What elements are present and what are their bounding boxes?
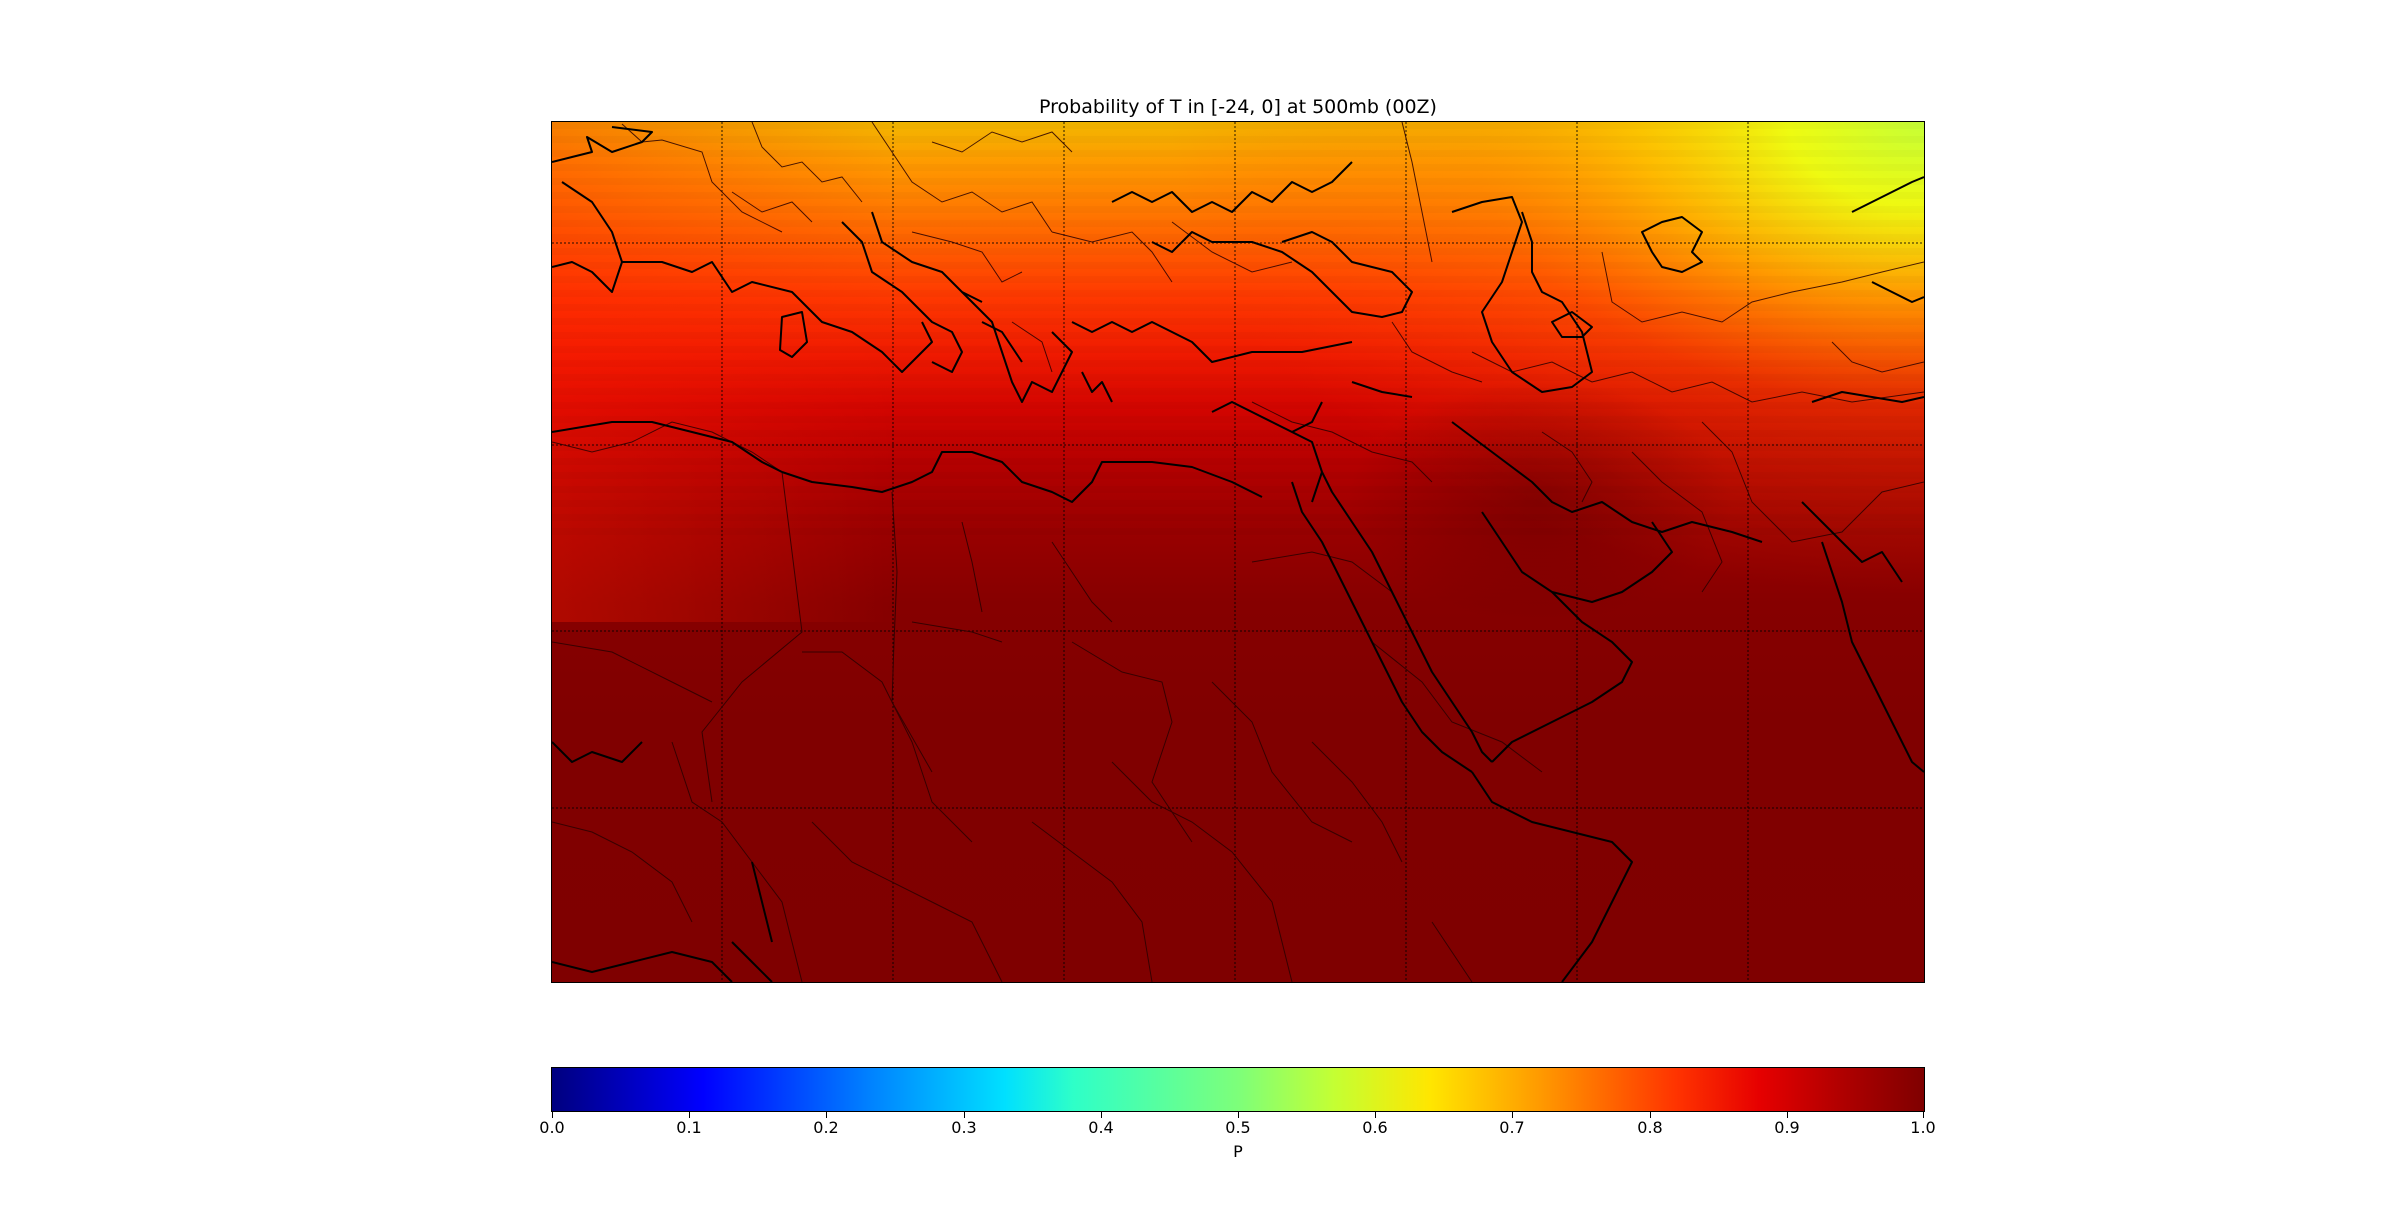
colorbar-tick-label: 0.7 <box>1499 1118 1525 1137</box>
colorbar-tick <box>1238 1112 1239 1118</box>
colorbar-tick-label: 0.4 <box>1088 1118 1114 1137</box>
colorbar-tick-label: 0.6 <box>1362 1118 1388 1137</box>
mesh-bands <box>552 122 1924 542</box>
graticule <box>552 122 1924 982</box>
colorbar-tick-label: 0.3 <box>951 1118 977 1137</box>
colorbar-tick-label: 0.0 <box>539 1118 565 1137</box>
colorbar-tick-label: 0.8 <box>1637 1118 1663 1137</box>
colorbar-tick <box>1101 1112 1102 1118</box>
colorbar <box>551 1067 1925 1112</box>
colorbar-tick <box>1787 1112 1788 1118</box>
colorbar-tick <box>1512 1112 1513 1118</box>
colorbar-tick <box>826 1112 827 1118</box>
colorbar-tick-label: 0.9 <box>1774 1118 1800 1137</box>
coastlines <box>552 126 1924 982</box>
colorbar-tick <box>964 1112 965 1118</box>
plot-title: Probability of T in [-24, 0] at 500mb (0… <box>1039 96 1437 118</box>
colorbar-tick <box>1923 1112 1924 1118</box>
colorbar-tick-label: 0.1 <box>676 1118 702 1137</box>
map-svg <box>552 122 1924 982</box>
colorbar-tick-label: 1.0 <box>1910 1118 1936 1137</box>
map-panel <box>551 121 1925 983</box>
colorbar-label: P <box>1233 1142 1243 1161</box>
colorbar-tick <box>552 1112 553 1118</box>
colorbar-tick <box>689 1112 690 1118</box>
colorbar-tick <box>1650 1112 1651 1118</box>
country-borders <box>552 122 1924 982</box>
colorbar-tick-label: 0.2 <box>813 1118 839 1137</box>
colorbar-tick-label: 0.5 <box>1225 1118 1251 1137</box>
colorbar-tick <box>1375 1112 1376 1118</box>
